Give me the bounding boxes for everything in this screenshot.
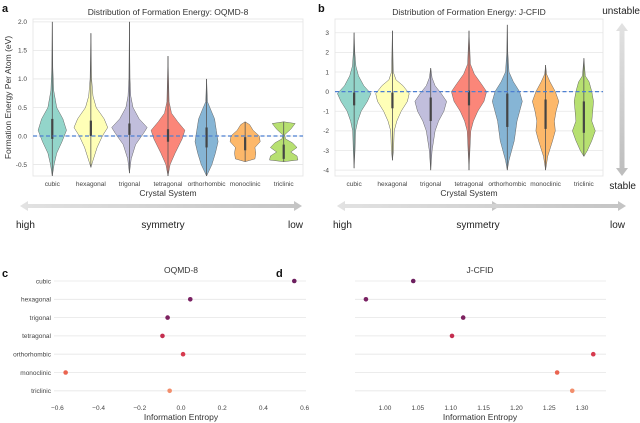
x-tick-label: 1.15 (477, 405, 490, 412)
y-tick-label: 1 (325, 69, 329, 76)
data-point-cubic (292, 278, 297, 284)
x-tick-label: −0.6 (51, 405, 64, 412)
stability-arrow: unstable stable (602, 6, 640, 192)
double-arrow-icon (20, 201, 302, 211)
x-tick-label: hexagonal (76, 181, 107, 188)
x-tick-label: triclinic (574, 181, 595, 188)
entropy-chart-jcfid: J-CFID 1.00 1.05 1.10 1.15 1.20 1.25 1.30 Inform… (355, 265, 606, 422)
x-tick-label: 1.25 (543, 405, 556, 412)
violin-chart-jcfid: -4 -3 -2 -1 0 1 2 3 Distribution of Formation En… (323, 7, 604, 198)
x-tick-label: −0.2 (133, 405, 146, 412)
y-tick-label: 0.5 (18, 105, 27, 112)
vertical-double-arrow-icon (616, 23, 628, 176)
x-tick-label: −0.4 (92, 405, 105, 412)
x-tick-label: orthorhombic (188, 181, 227, 188)
symmetry-high-label: high (333, 220, 352, 231)
x-tick-label: tetragonal (154, 181, 183, 188)
x-tick-label: tetragonal (455, 181, 484, 188)
x-tick-label: 1.30 (576, 405, 589, 412)
double-arrow-icon (337, 201, 626, 211)
x-tick-label: 1.20 (510, 405, 523, 412)
y-tick-label: 3 (325, 30, 329, 37)
symmetry-label: symmetry (141, 220, 184, 231)
symmetry-low-label: low (288, 220, 304, 231)
x-tick-label: monoclinic (530, 181, 561, 188)
x-axis-label: Crystal System (139, 188, 196, 198)
x-tick-label: 0.4 (259, 405, 268, 412)
y-tick-label: -2 (323, 128, 329, 135)
data-point-trigonal (165, 315, 170, 320)
data-point-trigonal (460, 315, 466, 320)
symmetry-arrow-b: high symmetry low (333, 201, 626, 231)
x-tick-label: 1.00 (379, 405, 392, 412)
x-axis-label: Information Entropy (443, 412, 518, 422)
panel-letter-d: d (276, 268, 283, 280)
data-point-monoclinic (63, 370, 68, 375)
y-tick-label: hexagonal (21, 297, 52, 304)
x-tick-label: cubic (45, 181, 61, 188)
data-point-orthorhombic (180, 351, 186, 357)
symmetry-high-label: high (16, 220, 35, 231)
panel-letter-c: c (2, 268, 8, 280)
y-tick-label: 2.0 (18, 19, 27, 26)
y-tick-label: 2 (325, 50, 329, 57)
x-tick-label: trigonal (119, 181, 141, 188)
panel-letter-a: a (2, 3, 9, 15)
y-tick-label: trigonal (30, 315, 52, 322)
data-point-hexagonal (187, 297, 193, 302)
x-tick-label: 0.6 (300, 405, 309, 412)
x-tick-label: 0.2 (218, 405, 227, 412)
data-point-monoclinic (554, 370, 560, 375)
data-point-tetragonal (160, 333, 165, 339)
y-tick-label: tetragonal (22, 333, 51, 340)
unstable-label: unstable (602, 6, 640, 17)
x-tick-label: hexagonal (377, 181, 408, 188)
y-tick-label: 0 (325, 89, 329, 96)
x-tick-label: cubic (347, 181, 363, 188)
data-point-triclinic (167, 388, 172, 394)
symmetry-label: symmetry (456, 220, 499, 231)
data-point-tetragonal (449, 333, 455, 339)
x-tick-label: triclinic (274, 181, 295, 188)
y-tick-label: triclinic (31, 388, 52, 395)
stable-label: stable (609, 181, 636, 192)
chart-title: Distribution of Formation Energy: J-CFID (392, 7, 546, 17)
y-tick-label: 0.0 (18, 133, 27, 140)
symmetry-low-label: low (610, 220, 626, 231)
chart-title: Distribution of Formation Energy: OQMD-8 (88, 7, 249, 17)
chart-title: OQMD-8 (164, 265, 198, 275)
x-tick-label: 0.0 (176, 405, 185, 412)
y-axis-label: Formation Energy Per Atom (eV) (3, 36, 13, 159)
y-tick-label: monoclinic (20, 370, 51, 377)
data-point-cubic (410, 278, 416, 284)
y-tick-label: 1.5 (18, 48, 27, 55)
y-tick-label: -3 (323, 148, 329, 155)
data-point-orthorhombic (590, 351, 596, 357)
y-tick-label: 1.0 (18, 76, 27, 83)
x-axis-label: Crystal System (440, 188, 497, 198)
x-tick-label: 1.10 (444, 405, 457, 412)
y-tick-label: -0.5 (16, 162, 28, 169)
x-tick-label: 1.05 (412, 405, 425, 412)
panel-letter-b: b (318, 3, 325, 15)
violin-chart-oqmd8: -0.5 0.0 0.5 1.0 1.5 2.0 Distribution of Forma… (3, 7, 304, 198)
x-tick-label: orthorhombic (488, 181, 527, 188)
y-tick-label: -1 (323, 109, 329, 116)
data-point-triclinic (569, 388, 575, 394)
x-tick-label: monoclinic (230, 181, 261, 188)
y-tick-label: -4 (323, 167, 329, 174)
data-point-hexagonal (363, 297, 369, 302)
chart-title: J-CFID (467, 265, 494, 275)
symmetry-arrow-a: high symmetry low (16, 201, 304, 231)
y-tick-label: cubic (36, 278, 52, 285)
entropy-chart-oqmd8: OQMD-8 cubic hexagonal trigonal tetragonal or… (13, 265, 309, 422)
x-tick-label: trigonal (420, 181, 442, 188)
y-tick-label: orthorhombic (13, 352, 52, 359)
x-axis-label: Information Entropy (144, 412, 219, 422)
